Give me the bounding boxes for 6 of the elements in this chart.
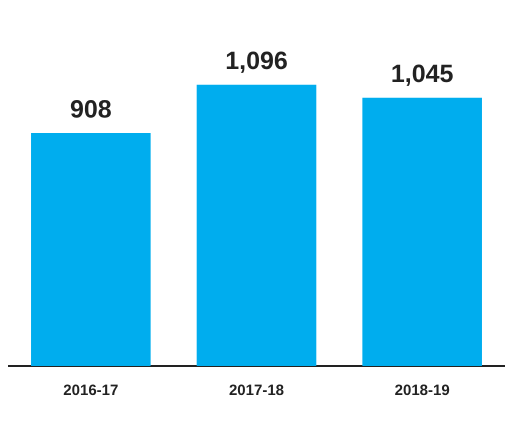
x-tick-label: 2017-18 [228,382,284,400]
data-label: 1,045 [390,60,454,88]
x-tick-label: 2016-17 [63,382,118,400]
x-tick-label: 2018-19 [394,382,450,400]
data-label: 1,096 [225,47,288,76]
data-label: 908 [70,95,112,124]
